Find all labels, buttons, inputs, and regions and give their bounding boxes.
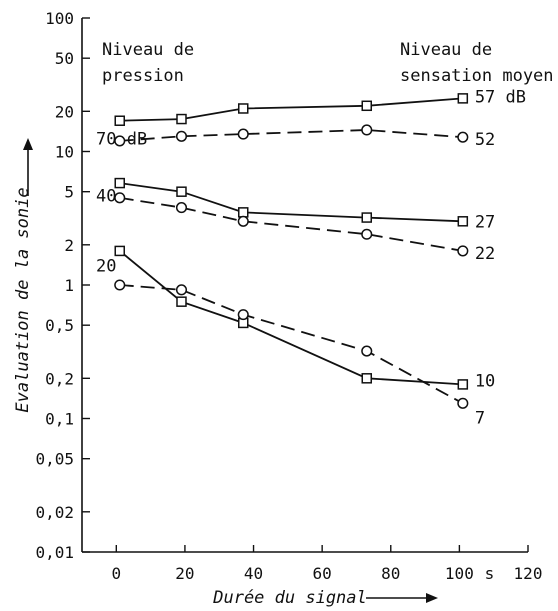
x-tick-label: 40	[244, 564, 263, 583]
left-header-line: pression	[102, 66, 184, 86]
y-tick-label: 100	[45, 9, 74, 28]
data-point-square	[457, 93, 469, 104]
x-axis-label: Durée du signal	[212, 588, 367, 608]
data-point-square	[114, 177, 125, 189]
data-point-circle	[114, 192, 126, 204]
data-point-circle	[237, 128, 249, 140]
series-2: 52	[114, 124, 495, 150]
data-point-circle	[175, 284, 188, 296]
y-tick-label: 2	[64, 236, 74, 255]
group-label: 20	[96, 256, 116, 276]
data-point-circle	[237, 215, 249, 227]
y-tick-label: 10	[55, 143, 74, 162]
x-tick-label: 60	[313, 564, 332, 583]
data-point-square	[457, 216, 469, 227]
data-point-square	[361, 212, 373, 223]
data-point-square	[176, 296, 187, 307]
series-end-label: 27	[475, 212, 495, 232]
data-point-square	[361, 373, 373, 384]
data-point-circle	[175, 202, 188, 214]
ticks: 0,01 0,02 0,05 0,1 0,2 0,5 1 2 5 10 20 50 100 0 20 40 60…	[35, 9, 542, 583]
data-point-circle	[114, 279, 126, 291]
series-end-label: 10	[475, 371, 495, 391]
data-point-circle	[361, 124, 373, 136]
series-line	[119, 129, 463, 142]
y-tick-label: 0,02	[35, 503, 74, 522]
series-5: 10	[114, 245, 495, 391]
right-header-line: sensation moyen	[400, 66, 554, 86]
data-point-square	[176, 186, 187, 197]
data-point-square	[457, 379, 469, 390]
x-axis-arrow-head	[426, 593, 438, 603]
series-line	[119, 196, 463, 252]
y-tick-label: 0,1	[45, 410, 74, 429]
data-point-circle	[457, 131, 469, 143]
series-line	[119, 182, 463, 223]
series-end-label: 7	[475, 408, 485, 428]
series-4: 22	[114, 192, 495, 264]
x-tick-label: 0	[111, 564, 121, 583]
series-line	[119, 97, 463, 122]
y-tick-label: 0,05	[35, 450, 74, 469]
labels: Durée du signal Evaluation de la sonie Niv…	[13, 40, 554, 608]
x-tick-label: 120	[514, 564, 543, 583]
series-end-label: 57 dB	[475, 87, 526, 107]
data-point-circle	[237, 309, 249, 321]
data-point-circle	[457, 397, 469, 409]
data-point-square	[237, 207, 249, 218]
y-tick-label: 20	[55, 102, 74, 121]
series-line	[119, 250, 463, 386]
series-1: 57 dB	[114, 87, 526, 126]
x-tick-label: 80	[381, 564, 400, 583]
data-point-circle	[361, 345, 373, 357]
series-end-label: 22	[475, 244, 495, 264]
data-point-circle	[175, 130, 188, 142]
y-tick-label: 0,2	[45, 369, 74, 388]
y-tick-label: 50	[55, 49, 74, 68]
group-label: 40	[96, 186, 116, 206]
data-point-square	[114, 245, 125, 257]
y-tick-label: 1	[64, 276, 74, 295]
group-label: 70 dB	[96, 130, 147, 150]
data-point-square	[176, 113, 187, 125]
y-axis-label: Evaluation de la sonie	[13, 187, 33, 412]
y-tick-label: 5	[64, 183, 74, 202]
y-axis-arrow-head	[23, 138, 33, 150]
data-point-circle	[114, 135, 126, 147]
series-3: 27	[114, 177, 495, 232]
data-point-circle	[361, 228, 373, 240]
y-tick-label: 0,01	[35, 543, 74, 562]
right-header-line: Niveau de	[400, 40, 492, 60]
data-point-square	[237, 103, 249, 114]
data-point-square	[361, 100, 373, 112]
data-point-square	[114, 115, 125, 126]
left-header-line: Niveau de	[102, 40, 194, 60]
series-6: 7	[114, 279, 485, 428]
x-tick-label: 20	[175, 564, 194, 583]
y-tick-label: 0,5	[45, 316, 74, 335]
series-end-label: 52	[475, 130, 495, 150]
series-group: 57 dB 52 27 22 10 7	[114, 87, 526, 428]
data-point-circle	[457, 245, 469, 257]
x-tick-label: 100	[445, 564, 474, 583]
x-unit-label: s	[485, 564, 495, 583]
